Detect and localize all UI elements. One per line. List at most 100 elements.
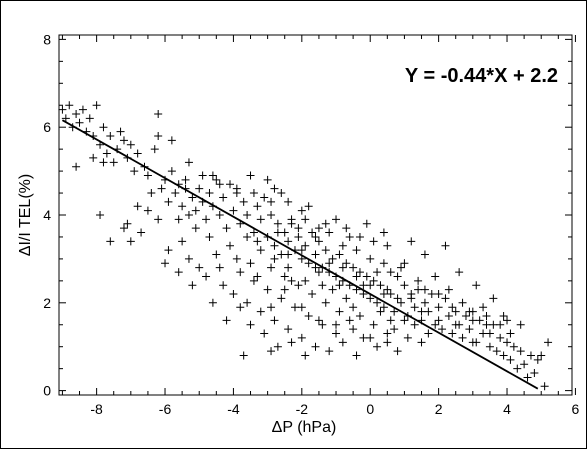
data-point (270, 184, 279, 193)
data-point (284, 250, 293, 259)
data-point (137, 228, 146, 237)
data-point (226, 180, 234, 189)
data-point (352, 246, 361, 255)
data-point (325, 228, 334, 237)
data-point (427, 290, 436, 299)
data-point (287, 219, 296, 228)
data-point (451, 320, 460, 329)
data-point (246, 320, 255, 329)
data-point (393, 272, 402, 281)
data-point (359, 333, 368, 342)
y-tick-label: 4 (43, 207, 51, 223)
data-point (181, 175, 190, 184)
data-point (434, 303, 443, 312)
data-point (342, 259, 351, 268)
x-tick-label: -2 (296, 401, 309, 417)
data-point (161, 259, 170, 268)
data-point (130, 167, 139, 176)
data-point (301, 241, 310, 250)
data-point (475, 316, 484, 325)
data-point (431, 272, 440, 281)
data-point (482, 320, 491, 329)
data-point (338, 263, 347, 272)
data-point (379, 303, 388, 312)
data-point (205, 232, 214, 241)
data-point (379, 290, 388, 299)
data-point (123, 219, 132, 228)
data-point (284, 237, 293, 246)
data-point (236, 303, 245, 312)
data-point (280, 228, 289, 237)
data-point (184, 254, 193, 263)
data-point (403, 333, 412, 342)
data-point (318, 281, 327, 290)
data-point (232, 184, 241, 193)
data-point (407, 237, 416, 246)
data-point (393, 294, 402, 303)
data-point (267, 347, 276, 356)
data-point (270, 316, 279, 325)
data-point (239, 197, 248, 206)
data-point (314, 237, 323, 246)
data-point (243, 232, 252, 241)
data-point (448, 303, 457, 312)
data-point (434, 290, 443, 299)
data-point (191, 206, 200, 215)
data-point (99, 158, 108, 167)
data-point (99, 123, 108, 132)
data-point (338, 338, 347, 347)
data-point (458, 298, 467, 307)
data-point (338, 241, 347, 250)
data-point (393, 347, 402, 356)
data-point (420, 250, 429, 259)
data-point (249, 189, 258, 198)
data-point (284, 197, 293, 206)
data-point (342, 294, 351, 303)
data-point (290, 303, 299, 312)
data-point (496, 333, 505, 342)
data-point (226, 241, 234, 250)
regression-line (61, 119, 539, 390)
data-point (465, 307, 474, 316)
data-point (386, 268, 395, 277)
data-point (215, 211, 224, 219)
data-point (458, 333, 467, 342)
data-point (492, 347, 501, 356)
data-point (178, 202, 187, 211)
data-point (349, 325, 358, 334)
data-point (465, 325, 474, 334)
data-point (96, 211, 105, 219)
data-point (219, 281, 228, 290)
data-point (208, 298, 217, 307)
data-point (253, 237, 262, 246)
data-point (229, 290, 238, 299)
data-point (482, 311, 491, 320)
data-point (321, 298, 330, 307)
data-point (195, 184, 204, 193)
data-point (516, 347, 525, 356)
data-point (383, 338, 392, 347)
data-point (297, 206, 306, 215)
data-point (277, 250, 286, 259)
data-point (195, 263, 204, 272)
equation-annotation: Y = -0.44*X + 2.2 (405, 65, 558, 87)
data-point (335, 281, 344, 290)
data-point (249, 228, 258, 237)
data-point (102, 149, 111, 158)
data-point (325, 259, 334, 268)
data-point (157, 184, 166, 193)
x-tick-label: 0 (366, 401, 374, 417)
data-point (359, 281, 368, 290)
data-point (263, 285, 272, 294)
data-point (472, 281, 481, 290)
data-point (280, 272, 289, 281)
data-point (383, 329, 392, 338)
data-point (441, 241, 450, 250)
data-point (133, 149, 142, 158)
data-point (219, 193, 228, 202)
axes: -8 -6 -4 -2 0 2 4 6 0 2 4 6 8 (43, 31, 579, 417)
data-point (366, 254, 375, 263)
data-point (376, 281, 385, 290)
data-point (133, 202, 142, 211)
